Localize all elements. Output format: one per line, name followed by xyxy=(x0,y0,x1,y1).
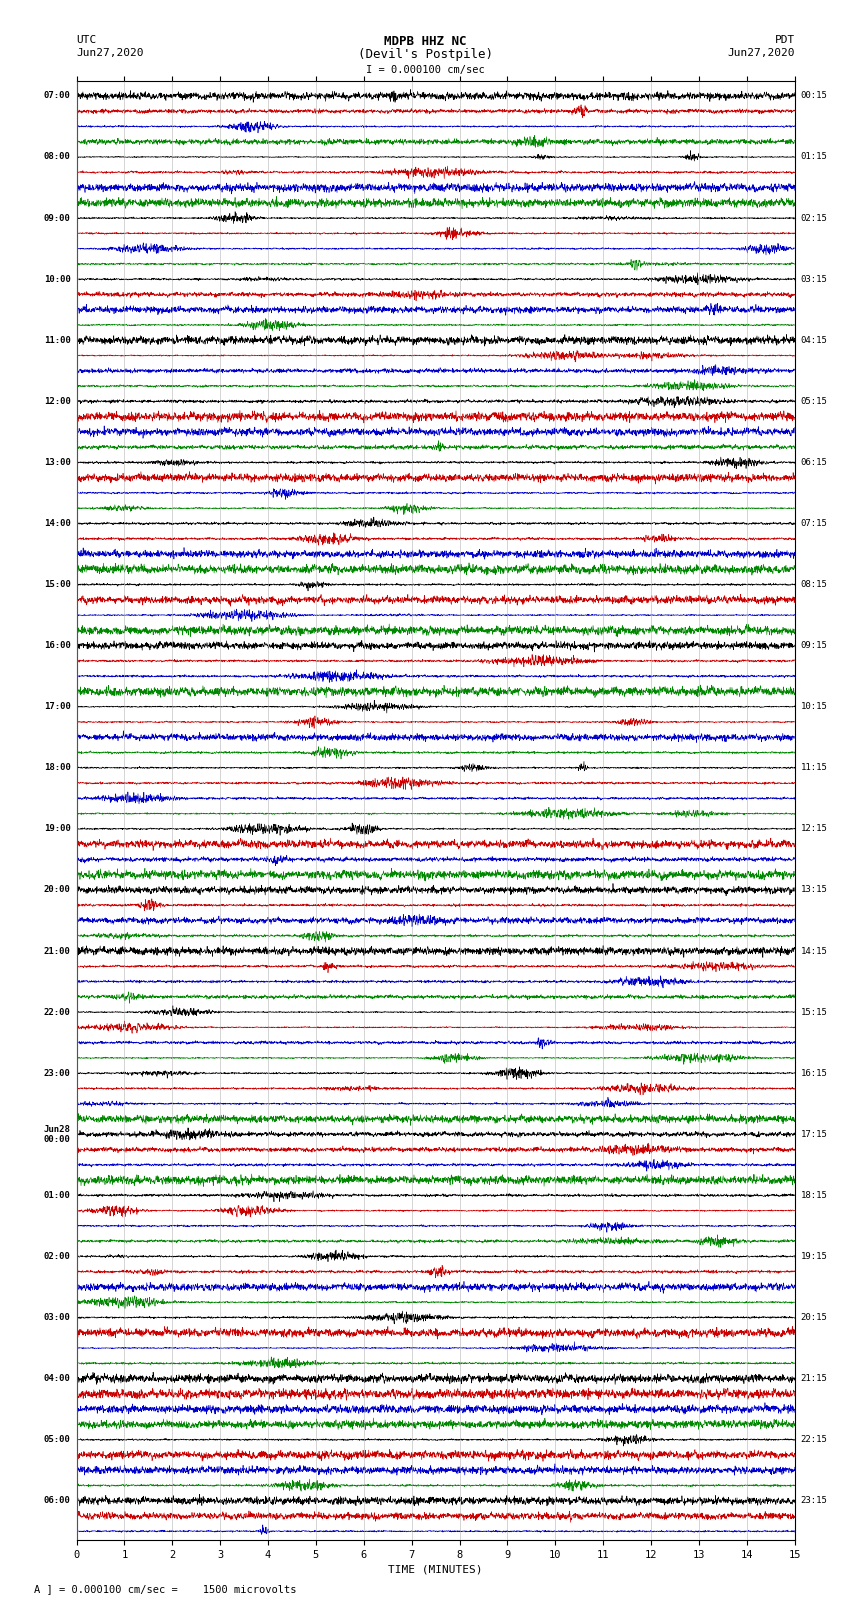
Text: 02:15: 02:15 xyxy=(801,213,827,223)
Text: 19:00: 19:00 xyxy=(44,824,71,834)
Text: 06:15: 06:15 xyxy=(801,458,827,466)
Text: 14:00: 14:00 xyxy=(44,519,71,527)
Text: 15:00: 15:00 xyxy=(44,581,71,589)
Text: 04:00: 04:00 xyxy=(44,1374,71,1382)
Text: 05:00: 05:00 xyxy=(44,1436,71,1444)
Text: 08:00: 08:00 xyxy=(44,153,71,161)
Text: 06:00: 06:00 xyxy=(44,1497,71,1505)
Text: 22:15: 22:15 xyxy=(801,1436,827,1444)
Text: 23:00: 23:00 xyxy=(44,1069,71,1077)
Text: 04:15: 04:15 xyxy=(801,336,827,345)
Text: 19:15: 19:15 xyxy=(801,1252,827,1261)
Text: 13:15: 13:15 xyxy=(801,886,827,895)
Text: 09:15: 09:15 xyxy=(801,640,827,650)
Text: 15:15: 15:15 xyxy=(801,1008,827,1016)
Text: 17:00: 17:00 xyxy=(44,702,71,711)
Text: 14:15: 14:15 xyxy=(801,947,827,955)
Text: 16:00: 16:00 xyxy=(44,640,71,650)
Text: 22:00: 22:00 xyxy=(44,1008,71,1016)
Text: 17:15: 17:15 xyxy=(801,1129,827,1139)
Text: UTC: UTC xyxy=(76,35,97,45)
Text: 13:00: 13:00 xyxy=(44,458,71,466)
Text: 10:00: 10:00 xyxy=(44,274,71,284)
Text: 01:15: 01:15 xyxy=(801,153,827,161)
Text: Jun27,2020: Jun27,2020 xyxy=(76,48,144,58)
Text: I = 0.000100 cm/sec: I = 0.000100 cm/sec xyxy=(366,65,484,74)
Text: 16:15: 16:15 xyxy=(801,1069,827,1077)
Text: MDPB HHZ NC: MDPB HHZ NC xyxy=(383,35,467,48)
Text: A ] = 0.000100 cm/sec =    1500 microvolts: A ] = 0.000100 cm/sec = 1500 microvolts xyxy=(34,1584,297,1594)
Text: 18:00: 18:00 xyxy=(44,763,71,773)
Text: 05:15: 05:15 xyxy=(801,397,827,406)
Text: 12:00: 12:00 xyxy=(44,397,71,406)
Text: 18:15: 18:15 xyxy=(801,1190,827,1200)
Text: 21:15: 21:15 xyxy=(801,1374,827,1382)
X-axis label: TIME (MINUTES): TIME (MINUTES) xyxy=(388,1565,483,1574)
Text: 12:15: 12:15 xyxy=(801,824,827,834)
Text: 10:15: 10:15 xyxy=(801,702,827,711)
Text: 07:15: 07:15 xyxy=(801,519,827,527)
Text: 20:00: 20:00 xyxy=(44,886,71,895)
Text: 03:00: 03:00 xyxy=(44,1313,71,1323)
Text: 09:00: 09:00 xyxy=(44,213,71,223)
Text: Jun27,2020: Jun27,2020 xyxy=(728,48,795,58)
Text: 11:15: 11:15 xyxy=(801,763,827,773)
Text: (Devil's Postpile): (Devil's Postpile) xyxy=(358,48,492,61)
Text: 01:00: 01:00 xyxy=(44,1190,71,1200)
Text: PDT: PDT xyxy=(774,35,795,45)
Text: 11:00: 11:00 xyxy=(44,336,71,345)
Text: 20:15: 20:15 xyxy=(801,1313,827,1323)
Text: 08:15: 08:15 xyxy=(801,581,827,589)
Text: 21:00: 21:00 xyxy=(44,947,71,955)
Text: Jun28
00:00: Jun28 00:00 xyxy=(44,1124,71,1144)
Text: 23:15: 23:15 xyxy=(801,1497,827,1505)
Text: 00:15: 00:15 xyxy=(801,92,827,100)
Text: 07:00: 07:00 xyxy=(44,92,71,100)
Text: 03:15: 03:15 xyxy=(801,274,827,284)
Text: 02:00: 02:00 xyxy=(44,1252,71,1261)
